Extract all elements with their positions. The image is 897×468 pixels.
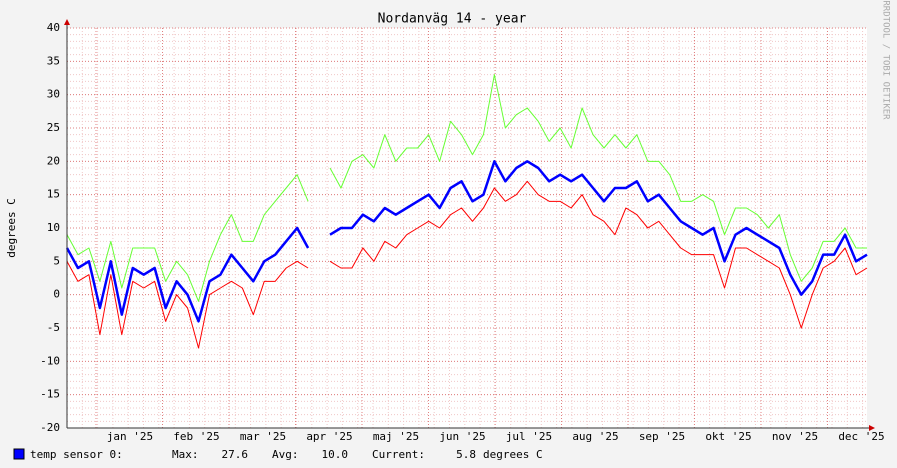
y-tick-label: 25 xyxy=(47,121,60,134)
x-tick-label: jul '25 xyxy=(506,430,552,443)
x-tick-label: feb '25 xyxy=(173,430,219,443)
y-tick-label: 10 xyxy=(47,221,60,234)
x-tick-label: jun '25 xyxy=(439,430,485,443)
legend-avg: 10.0 xyxy=(322,448,349,461)
y-axis-label: degrees C xyxy=(5,198,18,258)
legend-unit: degrees C xyxy=(483,448,543,461)
legend-swatch xyxy=(13,448,25,460)
x-arrow xyxy=(869,425,875,431)
legend-avg-label: Avg: xyxy=(272,448,299,461)
legend-label: temp sensor 0: xyxy=(30,448,123,461)
series-line xyxy=(66,180,868,349)
legend-current-label: Current: xyxy=(372,448,425,461)
y-tick-label: 15 xyxy=(47,188,60,201)
legend-max: 27.6 xyxy=(222,448,249,461)
x-tick-label: okt '25 xyxy=(705,430,751,443)
y-tick-label: -10 xyxy=(40,354,60,367)
y-tick-label: 40 xyxy=(47,21,60,34)
series-line xyxy=(65,160,868,323)
x-tick-label: aug '25 xyxy=(572,430,618,443)
x-tick-label: dec '25 xyxy=(838,430,884,443)
y-tick-label: 20 xyxy=(47,154,60,167)
chart-title: Nordanväg 14 - year xyxy=(378,12,527,27)
x-tick-label: apr '25 xyxy=(306,430,352,443)
y-tick-label: 30 xyxy=(47,88,60,101)
y-tick-label: -5 xyxy=(47,321,60,334)
y-tick-label: -15 xyxy=(40,388,60,401)
y-tick-label: 35 xyxy=(47,54,60,67)
grid xyxy=(67,27,867,429)
x-tick-label: maj '25 xyxy=(373,430,419,443)
y-tick-label: 0 xyxy=(53,288,60,301)
y-arrow xyxy=(64,19,70,25)
x-tick-label: sep '25 xyxy=(639,430,685,443)
legend-current: 5.8 xyxy=(456,448,476,461)
y-tick-label: 5 xyxy=(53,254,60,267)
watermark: RRDTOOL / TOBI OETIKER xyxy=(881,0,891,120)
x-tick-label: jan '25 xyxy=(107,430,153,443)
x-tick-label: nov '25 xyxy=(772,430,818,443)
plot xyxy=(65,74,868,349)
legend-max-label: Max: xyxy=(172,448,199,461)
series-line xyxy=(66,74,867,302)
x-tick-label: mar '25 xyxy=(240,430,286,443)
y-tick-label: -20 xyxy=(40,421,60,434)
